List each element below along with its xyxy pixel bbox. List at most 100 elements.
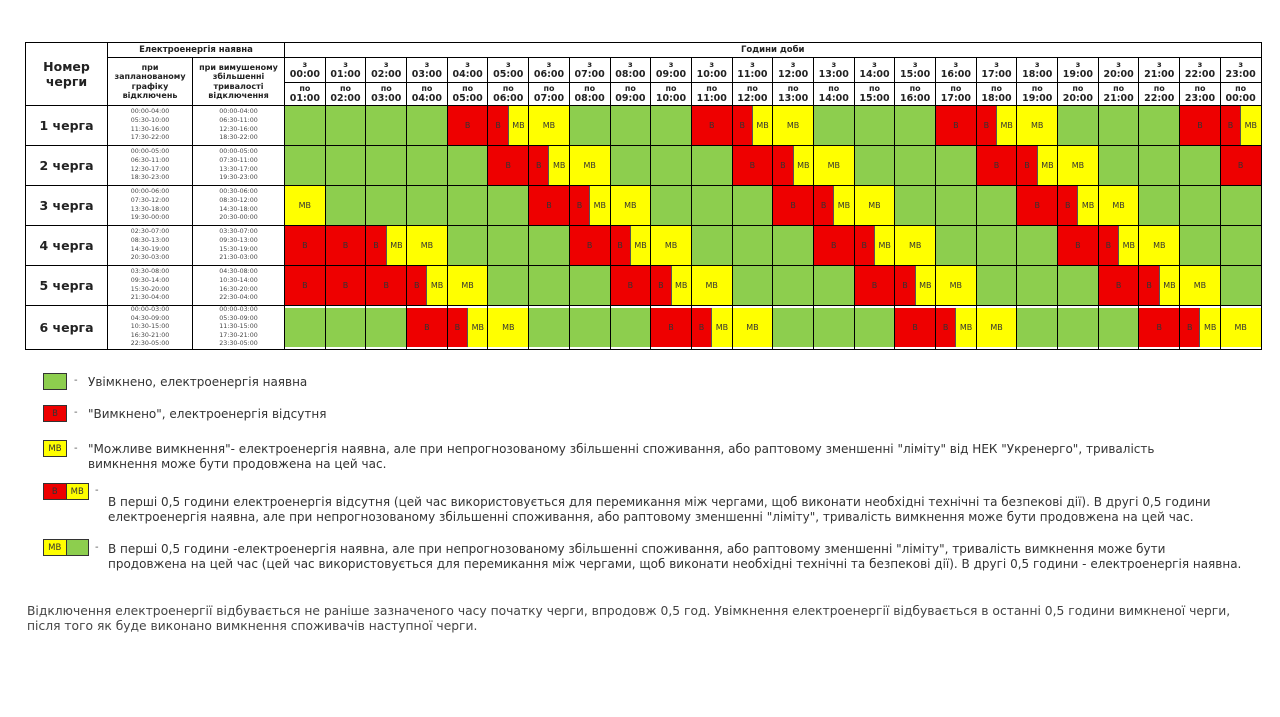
hour-to-5: по 06:00 [487, 82, 530, 106]
hour-slot: В [772, 185, 814, 226]
hour-from-4: з 04:00 [446, 57, 489, 83]
queue-row: 4 черга 02:30-07:00 08:30-13:00 14:30-19:00… [25, 225, 1262, 266]
hour-slot: В МВ [1179, 305, 1221, 350]
hour-to-20: по 21:00 [1097, 82, 1140, 106]
hour-from-23: з 23:00 [1219, 57, 1262, 83]
hour-slot [324, 305, 367, 350]
hour-slot: В [324, 225, 367, 266]
hour-slot: В [406, 305, 448, 350]
hour-slot [772, 225, 814, 266]
hour-slot [690, 185, 733, 226]
hour-slot [935, 185, 977, 226]
hour-slot [487, 185, 530, 226]
hour-to-8: по 09:00 [609, 82, 652, 106]
hour-slot: В [568, 225, 611, 266]
queue-increased-times: 03:30-07:00 09:30-13:00 15:30-19:00 21:30-0… [192, 225, 285, 266]
hour-from-7: з 07:00 [568, 57, 611, 83]
hour-slot [1057, 105, 1099, 146]
legend-swatch-off: В [43, 405, 67, 422]
hour-to-22: по 23:00 [1179, 82, 1221, 106]
hour-slot [284, 145, 326, 186]
hour-slot [568, 305, 611, 350]
hour-slot: В [690, 105, 733, 146]
hour-slot [650, 185, 692, 226]
hour-to-2: по 03:00 [365, 82, 408, 106]
hour-slot: В МВ [772, 145, 814, 186]
hour-slot [446, 185, 489, 226]
hour-slot [609, 145, 652, 186]
hour-slot [609, 105, 652, 146]
hour-slot [935, 225, 977, 266]
planned-schedule-header: при запланованому графіку відключень [107, 57, 193, 106]
hour-slot [812, 305, 855, 350]
hour-slot [731, 225, 774, 266]
hour-slot [975, 225, 1018, 266]
hour-slot: В [487, 145, 530, 186]
hour-slot [894, 105, 936, 146]
hour-slot: В МВ [1016, 145, 1059, 186]
hour-slot [1016, 225, 1059, 266]
hour-slot [406, 145, 448, 186]
hour-slot [690, 225, 733, 266]
legend-off-text: "Вимкнено", електроенергія відсутня [88, 407, 327, 421]
hour-slot: В МВ [406, 265, 448, 306]
hour-slot [365, 105, 408, 146]
hour-from-14: з 14:00 [853, 57, 896, 83]
hour-slot [284, 105, 326, 146]
hour-slot: МВ [894, 225, 936, 266]
hour-slot: МВ [1097, 185, 1140, 226]
hour-slot: В [1016, 185, 1059, 226]
queue-name: 2 черга [25, 145, 108, 186]
hour-from-2: з 02:00 [365, 57, 408, 83]
hour-slot [487, 225, 530, 266]
hour-slot: В МВ [446, 305, 489, 350]
hour-slot [365, 185, 408, 226]
hour-slot [487, 265, 530, 306]
queue-name: 4 черга [25, 225, 108, 266]
hour-slot: МВ [487, 305, 530, 350]
hour-slot [731, 265, 774, 306]
hour-from-19: з 19:00 [1057, 57, 1099, 83]
hour-slot: В МВ [690, 305, 733, 350]
hour-slot: МВ [1057, 145, 1099, 186]
hour-slot: В [284, 225, 326, 266]
hour-slot: В [1138, 305, 1181, 350]
queue-row: 5 черга 03:30-08:00 09:30-14:00 15:30-20:00… [25, 265, 1262, 306]
hour-from-6: з 06:00 [528, 57, 570, 83]
queue-row: 6 черга 00:00-03:00 04:30-09:00 10:30-15:00… [25, 305, 1262, 350]
hour-slot [568, 105, 611, 146]
legend-dash: - [95, 485, 99, 496]
hour-slot [1138, 145, 1181, 186]
queue-planned-times: 00:00-04:00 05:30-10:00 11:30-16:00 17:30-2… [107, 105, 193, 146]
queue-name: 3 черга [25, 185, 108, 226]
hour-slot: В МВ [1219, 105, 1262, 146]
hour-slot [284, 305, 326, 350]
hour-slot [650, 105, 692, 146]
legend-on-text: Увімкнено, електроенергія наявна [88, 375, 308, 389]
hour-slot: МВ [812, 145, 855, 186]
hour-from-0: з 00:00 [284, 57, 326, 83]
hour-slot: МВ [1016, 105, 1059, 146]
hour-slot [1016, 265, 1059, 306]
queue-planned-times: 03:30-08:00 09:30-14:00 15:30-20:00 21:30-0… [107, 265, 193, 306]
hour-to-4: по 05:00 [446, 82, 489, 106]
hour-slot: В МВ [853, 225, 896, 266]
hour-slot: В [853, 265, 896, 306]
hour-from-17: з 17:00 [975, 57, 1018, 83]
hour-from-5: з 05:00 [487, 57, 530, 83]
hour-from-21: з 21:00 [1138, 57, 1181, 83]
hour-slot [1219, 185, 1262, 226]
hour-slot: В [324, 265, 367, 306]
queue-planned-times: 00:00-03:00 04:30-09:00 10:30-15:00 16:30-2… [107, 305, 193, 350]
hour-from-20: з 20:00 [1097, 57, 1140, 83]
hour-to-12: по 13:00 [772, 82, 814, 106]
hour-from-8: з 08:00 [609, 57, 652, 83]
hour-slot [406, 105, 448, 146]
hour-slot: В МВ [1097, 225, 1140, 266]
hour-to-11: по 12:00 [731, 82, 774, 106]
queue-row: 2 черга 00:00-05:00 06:30-11:00 12:30-17:00… [25, 145, 1262, 186]
hour-slot: МВ [853, 185, 896, 226]
hour-slot: В [609, 265, 652, 306]
legend-dash: - [95, 542, 99, 553]
hour-slot: МВ [1138, 225, 1181, 266]
